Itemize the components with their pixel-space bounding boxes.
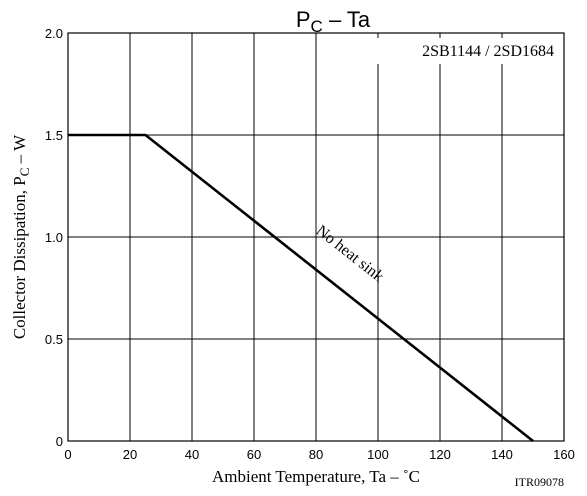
y-tick-labels: 0 0.5 1.0 1.5 2.0 [45, 26, 63, 449]
document-code: ITR09078 [515, 475, 564, 489]
y-tick-label: 0.5 [45, 332, 63, 347]
x-tick-label: 80 [309, 447, 323, 462]
x-tick-label: 160 [553, 447, 575, 462]
x-axis-label: Ambient Temperature, Ta – ˚C [212, 467, 420, 486]
y-axis-label-main: Collector Dissipation, P [10, 176, 29, 339]
x-tick-label: 120 [429, 447, 451, 462]
y-axis-label-rest: – W [10, 134, 29, 168]
series-line [68, 133, 534, 443]
y-tick-label: 1.5 [45, 128, 63, 143]
chart-title: PC – Ta [296, 7, 371, 36]
series-layer [68, 133, 534, 443]
y-axis-label-subscript: C [17, 168, 32, 177]
y-tick-label: 0 [56, 434, 63, 449]
x-tick-label: 140 [491, 447, 513, 462]
x-tick-label: 100 [367, 447, 389, 462]
part-label-background [366, 38, 562, 64]
y-axis-label: Collector Dissipation, PC – W [10, 134, 32, 339]
title-rest: – Ta [323, 7, 371, 32]
x-tick-labels: 0 20 40 60 80 100 120 140 160 [64, 447, 574, 462]
grid-lines [68, 33, 564, 441]
title-main: P [296, 7, 311, 32]
x-tick-label: 60 [247, 447, 261, 462]
title-subscript: C [311, 17, 323, 36]
x-tick-label: 40 [185, 447, 199, 462]
y-tick-label: 2.0 [45, 26, 63, 41]
x-tick-label: 20 [123, 447, 137, 462]
x-tick-label: 0 [64, 447, 71, 462]
part-label: 2SB1144 / 2SD1684 [422, 43, 554, 60]
y-tick-label: 1.0 [45, 230, 63, 245]
plot-frame [67, 32, 565, 442]
